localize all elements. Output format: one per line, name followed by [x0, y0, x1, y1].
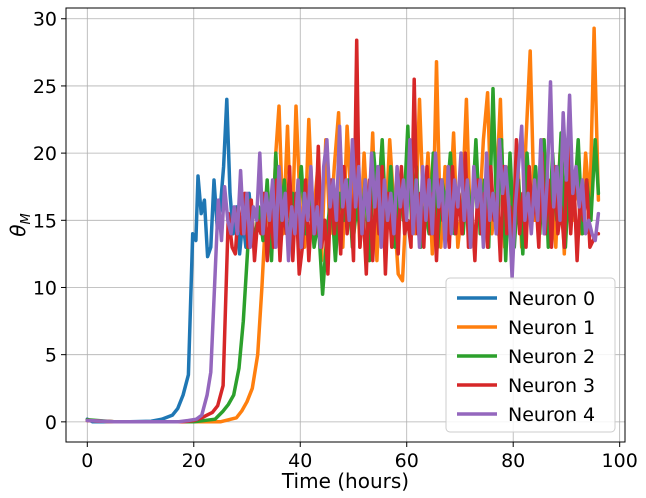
series-lines — [85, 26, 601, 424]
y-tick-label: 20 — [33, 143, 57, 165]
y-tick-label: 5 — [45, 345, 57, 367]
x-tick-label: 40 — [288, 450, 312, 472]
series-line-neuron-4 — [85, 80, 601, 424]
x-axis-label: Time (hours) — [281, 469, 409, 493]
y-tick-label: 0 — [45, 412, 57, 434]
x-tick-label: 100 — [602, 450, 638, 472]
x-tick-label: 0 — [81, 450, 93, 472]
x-tick-label: 60 — [395, 450, 419, 472]
y-tick-label: 10 — [33, 277, 57, 299]
legend-label: Neuron 2 — [508, 346, 595, 368]
legend-label: Neuron 1 — [508, 317, 595, 339]
y-axis-label: θM — [6, 213, 34, 236]
y-axis-label-subscript: M — [19, 213, 34, 224]
axis-ticks: 0 20 40 60 80 100 0 5 10 15 20 25 30 — [33, 9, 638, 472]
legend-label: Neuron 0 — [508, 288, 595, 310]
x-tick-label: 80 — [501, 450, 525, 472]
x-tick-label: 20 — [182, 450, 206, 472]
y-tick-label: 30 — [33, 9, 57, 31]
y-tick-label: 15 — [33, 210, 57, 232]
y-tick-label: 25 — [33, 76, 57, 98]
y-axis-label-main: θ — [6, 224, 30, 236]
legend-label: Neuron 4 — [508, 404, 595, 426]
legend-label: Neuron 3 — [508, 375, 595, 397]
legend-box — [445, 277, 616, 433]
plot-frame — [65, 7, 626, 443]
legend: Neuron 0 Neuron 1 Neuron 2 Neuron 3 Neuron 4 — [445, 277, 616, 433]
